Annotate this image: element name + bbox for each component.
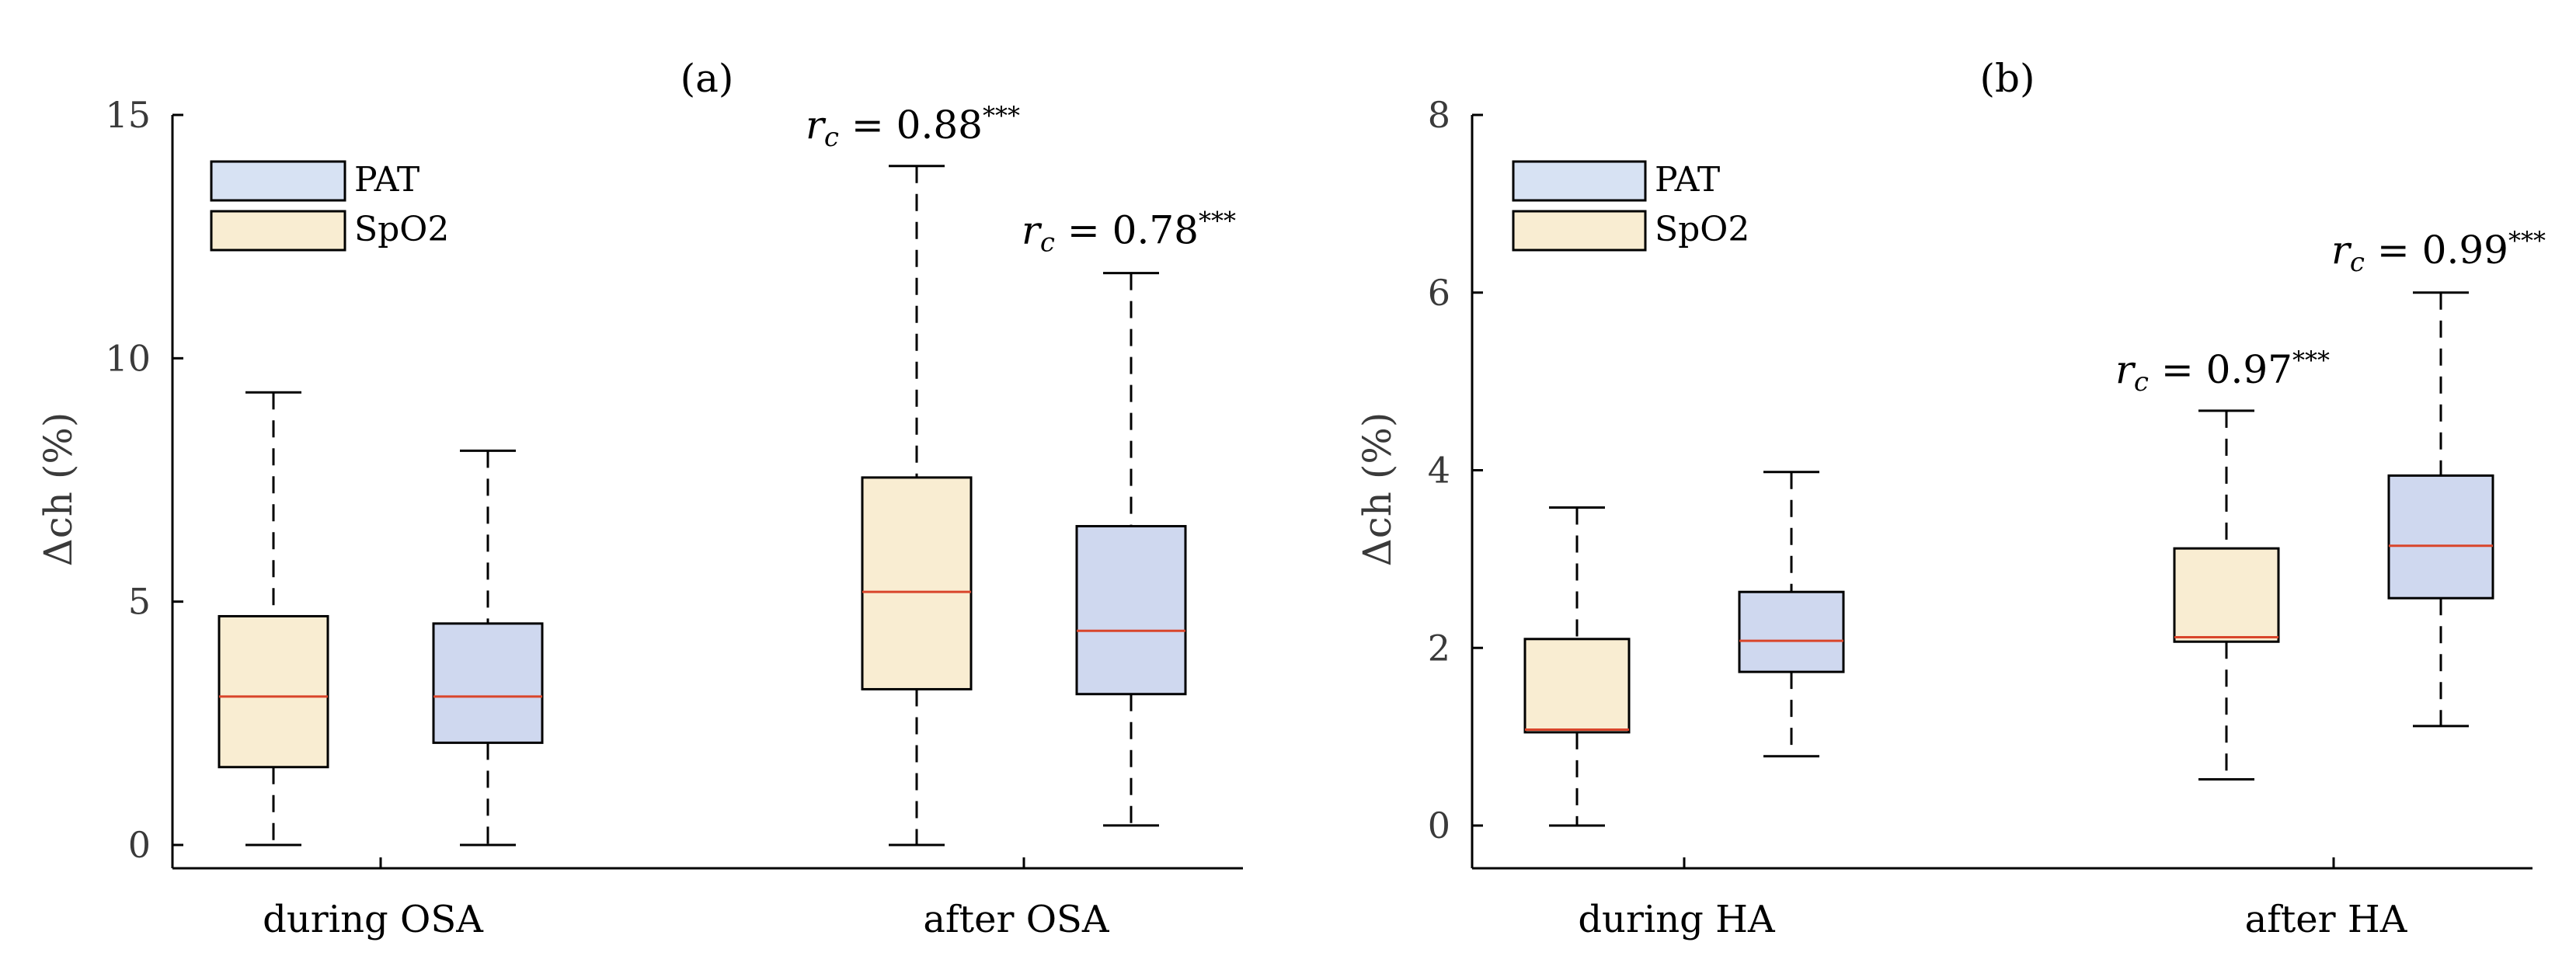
annot-value: = 0.97 [2149,347,2292,392]
correlation-annotation: rc = 0.88*** [806,101,1020,153]
box-iqr [1738,590,1845,673]
correlation-annotation: rc = 0.99*** [2331,226,2546,278]
x-tick-label: after HA [2245,898,2408,941]
legend-swatch-pat [1512,160,1647,202]
legend-swatch-spo2 [210,210,346,252]
y-tick-label: 4 [1428,450,1450,492]
annot-r: r [806,103,827,148]
legend: PAT SpO2 [1512,160,1749,252]
box-pat-after [1075,272,1187,827]
box-spo2-during [1523,506,1631,827]
y-tick-label: 0 [1428,805,1450,847]
box-pat-during [1738,471,1845,758]
annot-r: r [1022,208,1043,253]
legend-label-spo2: SpO2 [1655,210,1749,249]
annot-r: r [2331,228,2352,273]
box-spo2-during [218,391,329,847]
box-pat-after [2387,291,2494,728]
legend-label-pat: PAT [354,160,419,200]
box-spo2-after [2173,409,2280,781]
y-tick-label: 8 [1428,94,1450,136]
annot-sub: c [2350,247,2365,278]
chart-title: (a) [681,56,734,101]
x-tick-label: during OSA [263,898,484,941]
annot-sup: *** [2292,346,2330,375]
legend-label-pat: PAT [1655,160,1720,200]
annot-r: r [2115,347,2136,392]
correlation-annotation: rc = 0.97*** [2115,346,2330,398]
legend: PAT SpO2 [210,160,449,252]
box-iqr [861,476,973,690]
annot-value: = 0.78 [1055,208,1199,253]
chart-title: (b) [1979,56,2035,101]
legend-swatch-spo2 [1512,210,1647,252]
box-spo2-after [861,165,973,847]
x-tick-label: after OSA [923,898,1110,941]
box-iqr [218,614,329,769]
legend-label-spo2: SpO2 [354,210,449,249]
annot-value: = 0.99 [2365,228,2508,273]
annot-sub: c [824,122,839,153]
y-axis-label: Δch (%) [36,412,81,567]
y-tick-label: 6 [1428,272,1450,314]
annot-value: = 0.88 [839,103,983,148]
annot-sup: *** [2508,226,2546,256]
legend-swatch-pat [210,160,346,202]
y-tick-label: 10 [105,337,151,379]
box-iqr [2173,547,2280,643]
annot-sub: c [2134,367,2149,398]
box-iqr [432,622,544,744]
box-iqr [1523,638,1631,734]
box-iqr [1075,525,1187,696]
box-iqr [2387,474,2494,600]
y-tick-label: 0 [128,824,151,866]
annot-sup: *** [983,101,1020,130]
y-axis-label: Δch (%) [1355,412,1400,567]
y-tick-label: 2 [1428,627,1450,669]
correlation-annotation: rc = 0.78*** [1022,207,1236,259]
y-tick-label: 5 [128,581,151,623]
annot-sup: *** [1199,207,1236,236]
annot-sub: c [1040,228,1055,259]
y-tick-label: 15 [105,94,151,136]
x-tick-label: during HA [1578,898,1776,941]
box-pat-during [432,449,544,847]
